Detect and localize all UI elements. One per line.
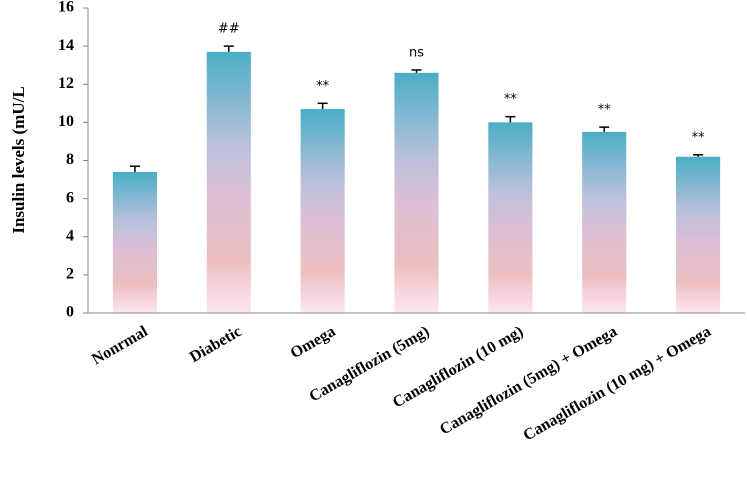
annotation: ** [692,130,706,145]
bar [676,156,721,313]
y-tick-label: 6 [66,189,74,206]
x-tick-label: Omega [288,323,339,362]
y-tick-label: 12 [58,75,74,92]
error-bar [599,126,610,132]
error-bar [129,165,140,172]
bar [112,171,157,313]
x-tick-label: Nonrmal [89,323,151,369]
y-tick-label: 10 [58,113,74,130]
annotation: ** [316,79,330,94]
annotation: ** [504,92,518,107]
error-bar [223,45,234,52]
annotation: ## [218,22,240,37]
error-bar [693,154,704,157]
y-axis-label: Insulin levels (mU/L [9,86,28,233]
y-tick-label: 4 [66,227,74,244]
bar [300,109,345,313]
annotation: ns [409,45,424,60]
y-tick-label: 8 [66,151,74,168]
bar [394,72,439,313]
annotation: ** [598,103,612,118]
y-tick-label: 14 [58,37,74,54]
x-tick-label: Canagliflozin (10 mg) + Omega [520,323,713,444]
y-tick-label: 16 [58,0,74,16]
x-tick-label: Diabetic [187,323,245,366]
y-tick-label: 2 [66,266,74,283]
error-bar [317,102,328,110]
bar [582,131,627,313]
error-bar [411,69,422,73]
bar [206,51,251,313]
x-tick-label: Canagliflozin (5mg) + Omega [437,323,620,438]
y-tick-label: 0 [66,304,74,321]
bar [488,122,533,313]
error-bar [505,115,516,123]
